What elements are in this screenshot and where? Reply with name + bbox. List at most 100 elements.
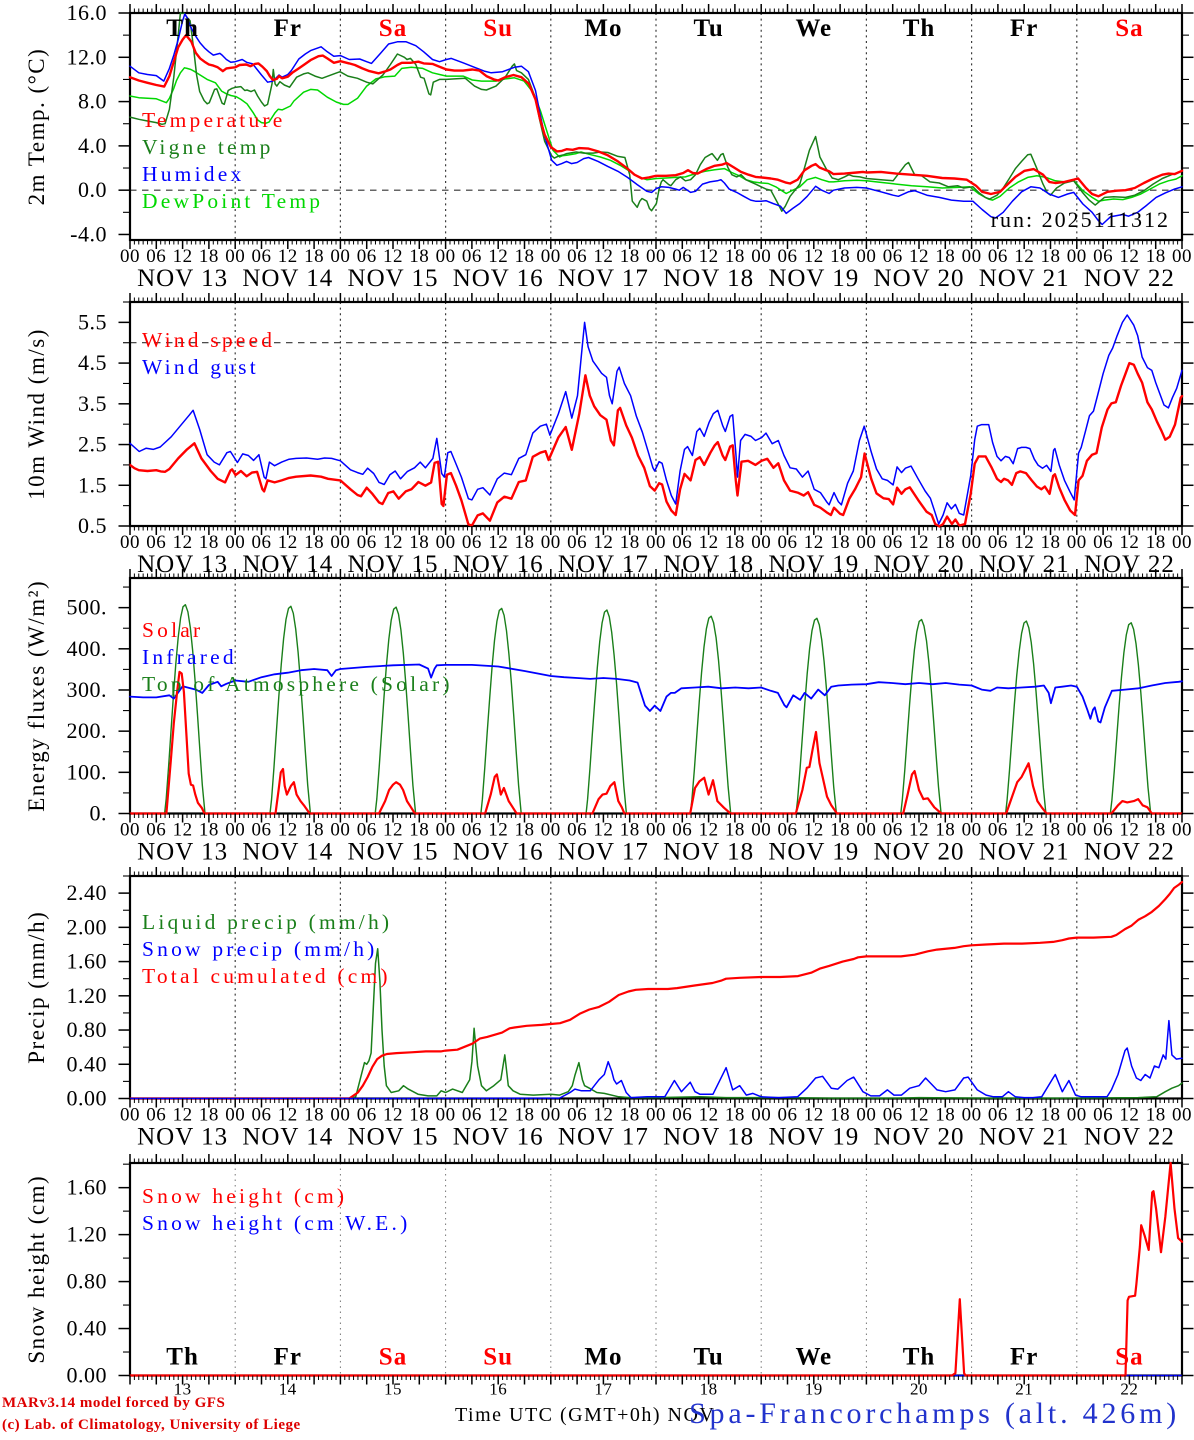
panel-precipitation: 0.00 0.40 0.80 1.20 1.60 2.00 2.40 00 06 12 18 00 06… [24, 867, 1194, 1151]
x-tick-label: 00 [646, 820, 666, 841]
day-number-label: 21 [1015, 1380, 1033, 1399]
x-tick-label: 00 [225, 246, 245, 267]
x-tick-label: 12 [699, 820, 719, 841]
series-line-solar [128, 670, 1184, 815]
day-label: NOV 20 [874, 839, 965, 866]
day-number-label: 15 [384, 1380, 402, 1399]
x-tick-label: 06 [988, 532, 1008, 553]
x-tick-label: 06 [567, 820, 587, 841]
x-tick-label: 18 [1146, 532, 1166, 553]
x-tick-label: 00 [436, 820, 456, 841]
x-tick-label: 06 [252, 820, 272, 841]
x-tick-label: 12 [173, 532, 193, 553]
x-tick-label: 18 [409, 820, 429, 841]
y-tick-label: 0.80 [67, 1269, 108, 1294]
day-label: NOV 14 [242, 265, 333, 292]
x-tick-label: 06 [357, 532, 377, 553]
legend-wind-gust: Wind gust [142, 355, 259, 379]
y-tick-label: 1.60 [67, 1175, 108, 1200]
x-tick-label: 06 [567, 246, 587, 267]
x-tick-label: 06 [567, 1105, 587, 1126]
y-tick-label: 0.80 [67, 1017, 108, 1042]
x-tick-label: 00 [436, 246, 456, 267]
x-tick-label: 18 [935, 820, 955, 841]
y-tick-label: 2.5 [78, 432, 107, 457]
x-tick-label: 12 [173, 1105, 193, 1126]
x-tick-label: 18 [199, 532, 219, 553]
x-tick-label: 12 [488, 246, 508, 267]
x-tick-label: 06 [462, 246, 482, 267]
x-tick-label: 06 [672, 820, 692, 841]
x-tick-label: 06 [988, 820, 1008, 841]
x-tick-label: 18 [304, 246, 324, 267]
x-tick-label: 06 [252, 532, 272, 553]
y-tick-label: 0.40 [67, 1316, 108, 1341]
x-tick-label: 18 [1041, 1105, 1061, 1126]
y-tick-label: 4.0 [78, 133, 107, 158]
series-line-top-of-atmosphere-solar- [129, 604, 1183, 815]
x-tick-label: 18 [409, 1105, 429, 1126]
x-tick-label: 12 [383, 532, 403, 553]
day-label: NOV 15 [348, 839, 439, 866]
y-tick-label: 400. [67, 636, 108, 661]
y-tick-label: 0.00 [67, 1086, 108, 1111]
x-tick-label: 06 [146, 820, 166, 841]
day-label: NOV 15 [348, 265, 439, 292]
lab-credit-label: (c) Lab. of Climatology, University of L… [2, 1417, 301, 1433]
x-tick-label: 00 [120, 820, 140, 841]
day-label: NOV 19 [768, 1124, 859, 1151]
y-axis-title-snow-height: Snow height (cm) [24, 1175, 49, 1364]
series-group [128, 12, 1184, 226]
x-tick-label: 18 [304, 532, 324, 553]
day-label: NOV 22 [1084, 1124, 1175, 1151]
day-label: NOV 13 [137, 1124, 228, 1151]
x-tick-label: 18 [409, 532, 429, 553]
x-tick-label: 12 [1119, 820, 1139, 841]
x-tick-label: 18 [1146, 1105, 1166, 1126]
footer: MARv3.14 model forced by GFS (c) Lab. of … [2, 1395, 1176, 1433]
x-tick-label: 18 [725, 532, 745, 553]
x-tick-label: 12 [804, 246, 824, 267]
x-tick-label: 18 [515, 820, 535, 841]
x-tick-label: 12 [488, 532, 508, 553]
legend-humidex: Humidex [142, 162, 244, 186]
weekday-label: Th [903, 15, 936, 42]
x-tick-label: 00 [856, 820, 876, 841]
x-tick-label: 00 [436, 1105, 456, 1126]
panel-temperature-2m: -4.0 0.0 4.0 8.0 12.0 16.0 00 06 12 18 00 06 12 18 00 0… [24, 0, 1194, 292]
x-tick-label: 06 [778, 820, 798, 841]
y-tick-label: 200. [67, 718, 108, 743]
legend-snow-height-cm-w-e-: Snow height (cm W.E.) [142, 1211, 410, 1235]
x-tick-label: 06 [778, 246, 798, 267]
day-label: NOV 17 [558, 1124, 649, 1151]
y-tick-label: 100. [67, 759, 108, 784]
weekday-label: We [795, 15, 832, 42]
x-tick-label: 12 [1014, 1105, 1034, 1126]
day-label: NOV 20 [874, 265, 965, 292]
x-tick-label: 06 [672, 246, 692, 267]
x-tick-label: 06 [252, 246, 272, 267]
x-tick-label: 12 [909, 820, 929, 841]
x-tick-label: 06 [778, 532, 798, 553]
y-tick-label: 1.5 [78, 472, 107, 497]
x-tick-label: 00 [541, 820, 561, 841]
legend-wind-speed: Wind speed [142, 328, 275, 352]
x-tick-label: 12 [593, 1105, 613, 1126]
x-tick-label: 00 [962, 246, 982, 267]
day-number-label: 18 [700, 1380, 718, 1399]
x-tick-label: 12 [1119, 532, 1139, 553]
x-tick-label: 00 [646, 246, 666, 267]
weekday-label: Mo [584, 1344, 622, 1371]
day-label: NOV 21 [979, 265, 1070, 292]
x-tick-label: 18 [199, 820, 219, 841]
y-tick-label: 1.20 [67, 983, 108, 1008]
x-tick-label: 18 [935, 246, 955, 267]
weekday-label: Th [166, 1344, 199, 1371]
x-tick-label: 00 [1172, 532, 1192, 553]
x-tick-label: 12 [278, 532, 298, 553]
x-tick-label: 00 [120, 246, 140, 267]
day-label: NOV 18 [663, 1124, 754, 1151]
x-tick-label: 00 [646, 532, 666, 553]
x-tick-label: 00 [856, 246, 876, 267]
